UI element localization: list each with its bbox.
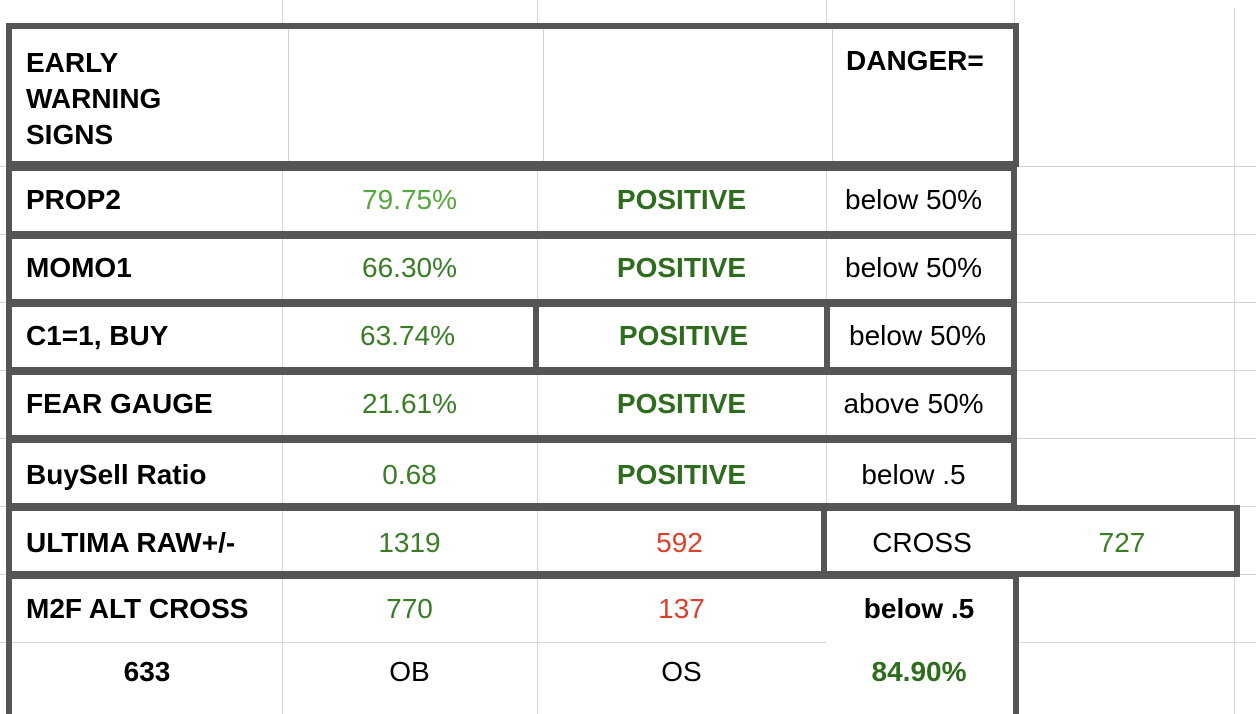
row-label: C1=1, BUY xyxy=(26,320,169,351)
m2f-value-1: 770 xyxy=(386,593,433,624)
row-value: 0.68 xyxy=(382,459,437,490)
row-danger: below 50% xyxy=(849,320,986,351)
title-line-signs: SIGNS xyxy=(26,119,114,150)
header-frame xyxy=(6,23,1019,167)
row-value: 63.74% xyxy=(360,320,455,351)
row-status: POSITIVE xyxy=(616,252,747,283)
row-frame-m2f xyxy=(6,573,1019,714)
row-label: MOMO1 xyxy=(26,252,132,283)
row-danger: below .5 xyxy=(861,459,966,490)
grid-line xyxy=(1234,0,1235,714)
row-status: POSITIVE xyxy=(616,388,747,419)
row-danger: above 50% xyxy=(843,388,984,419)
row-frame-buysell xyxy=(6,437,1017,509)
row-value: 21.61% xyxy=(362,388,457,419)
danger-header: DANGER= xyxy=(846,45,984,76)
row-value: 66.30% xyxy=(362,252,457,283)
row-danger: below 50% xyxy=(845,252,982,283)
ultima-cross-label: CROSS xyxy=(872,527,972,558)
os-label: OS xyxy=(661,656,702,687)
m2f-value-2: 137 xyxy=(658,593,705,624)
m2f-sub-value: 633 xyxy=(123,656,171,687)
row-danger: below 50% xyxy=(845,184,982,215)
ultima-label: ULTIMA RAW+/- xyxy=(26,527,236,558)
row-frame-ultima-cross xyxy=(821,505,1240,577)
sheet-title: EARLY WARNING SIGNS xyxy=(0,0,282,166)
row-label: FEAR GAUGE xyxy=(26,388,213,419)
ob-label: OB xyxy=(389,656,430,687)
ultima-value-2: 592 xyxy=(656,527,703,558)
m2f-percent: 84.90% xyxy=(871,656,967,687)
row-value: 79.75% xyxy=(362,184,457,215)
title-line-early: EARLY xyxy=(26,47,119,78)
row-status: POSITIVE xyxy=(616,184,747,215)
ultima-cross-value: 727 xyxy=(1098,527,1146,558)
m2f-label: M2F ALT CROSS xyxy=(26,593,249,624)
row-status: POSITIVE xyxy=(618,320,749,351)
ultima-value-1: 1319 xyxy=(378,527,441,558)
title-line-warning: WARNING xyxy=(26,83,162,114)
row-label: PROP2 xyxy=(26,184,121,215)
row-status: POSITIVE xyxy=(616,459,747,490)
m2f-danger: below .5 xyxy=(863,593,975,624)
row-label: BuySell Ratio xyxy=(26,459,207,490)
